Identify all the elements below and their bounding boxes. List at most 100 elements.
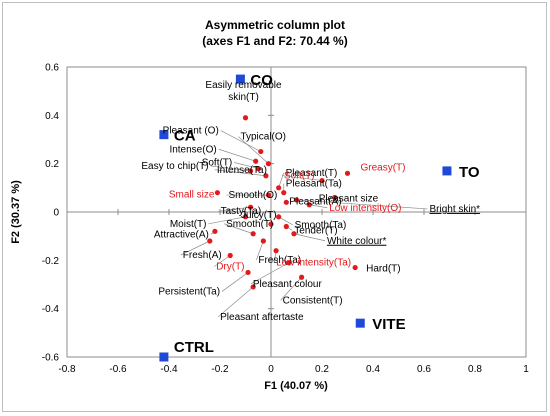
y-tick-label: 0 [53, 208, 59, 219]
attribute-point [255, 165, 261, 172]
product-point [442, 166, 452, 176]
attribute-label: Easy to chip(T) [141, 161, 208, 172]
attribute-label-line: Easily removable [205, 80, 282, 91]
attribute-label: Persistent(Ta) [158, 286, 220, 297]
attribute-label: Smooth(Ta) [295, 220, 347, 231]
attribute-point [245, 269, 251, 276]
product-label: VITE [372, 316, 405, 333]
attribute-leader-line [278, 216, 293, 226]
product-label: CA [174, 128, 196, 145]
data-labels: Easily removable skin(T) Pleasant (O) Typic… [141, 72, 480, 356]
attribute-point [214, 190, 221, 196]
attribute-point [265, 192, 272, 198]
attribute-point [268, 221, 274, 227]
attribute-leader-line [309, 204, 328, 209]
chart-subtitle: (axes F1 and F2: 70.44 %) [202, 34, 348, 48]
x-tick-label: 0.6 [417, 364, 431, 375]
attribute-label: Smooth(O) [228, 190, 277, 201]
attribute-leader-line [214, 255, 231, 267]
attribute-label: Tender(T) [294, 226, 337, 237]
chart-frame [2, 2, 547, 412]
chart-title: Asymmetric column plot (axes F1 and F2: … [0, 17, 550, 49]
attribute-leader-line [281, 175, 323, 181]
attribute-leader-line [214, 169, 266, 177]
attribute-point [212, 228, 218, 234]
x-tick-label: 0 [268, 364, 274, 375]
attribute-label: Soft(T) [202, 158, 233, 169]
x-tick-label: -0.6 [109, 364, 127, 375]
attribute-label: Typical(O) [240, 132, 286, 143]
attribute-label: Bright skin* [430, 204, 481, 215]
attribute-point [242, 115, 249, 121]
product-point [355, 318, 365, 328]
attribute-point [352, 264, 358, 271]
attribute-label: Soft(T) [284, 171, 315, 182]
attribute-point [276, 214, 282, 220]
product-point [159, 130, 169, 140]
attribute-point [283, 223, 289, 230]
attribute-label: Greasy(T) [361, 162, 406, 173]
attribute-point [291, 231, 297, 237]
attribute-label: Easily removable skin(T) [205, 80, 282, 103]
attribute-leader-line [180, 240, 210, 256]
x-tick-label: -0.4 [160, 364, 178, 375]
attribute-leader-line [293, 233, 326, 242]
attribute-point [286, 260, 292, 266]
x-tick-label: -0.8 [58, 364, 76, 375]
attribute-point [273, 248, 279, 254]
attribute-label: Hard(T) [366, 264, 400, 275]
attribute-label: Low intensity(Ta) [276, 258, 351, 269]
attribute-label: Pleasant size [319, 194, 379, 205]
attribute-label: Intense(Ta) [217, 165, 267, 176]
y-tick-label: -0.4 [42, 304, 60, 315]
attribute-point [250, 231, 256, 237]
attribute-label: Smooth(T) [226, 219, 273, 230]
attribute-leader-line [256, 240, 264, 261]
attribute-leader-line [250, 262, 290, 285]
y-tick-label: -0.6 [42, 353, 60, 364]
x-tick-label: -0.2 [211, 364, 229, 375]
attribute-leader-line [296, 199, 428, 210]
attribute-point [258, 148, 264, 155]
attribute-label: Small size [169, 190, 215, 201]
attribute-leader-line [210, 165, 251, 172]
attribute-label: Juicy(T) [241, 210, 277, 221]
attribute-leader-line [208, 216, 246, 225]
attribute-label: White colour* [327, 236, 387, 247]
y-tick-label: 0.6 [45, 63, 59, 74]
attribute-point [263, 173, 269, 179]
attribute-label: Intense(O) [169, 144, 216, 155]
attribute-label: Fresh(A) [183, 250, 222, 261]
y-tick-label: 0.2 [45, 159, 59, 170]
product-label: CO [250, 72, 273, 89]
attribute-point [332, 194, 338, 201]
axes: -0.8 -0.6 -0.4 -0.2 0 0.2 0.4 0.6 0.8 1-0.6-0.4-0… [42, 63, 529, 376]
product-label: TO [459, 164, 480, 181]
attribute-label: Pleasant colour [253, 279, 323, 290]
product-point [159, 352, 169, 362]
label-leader-lines [180, 130, 428, 318]
attribute-point [281, 190, 287, 196]
attribute-label: Pleasant(T) [286, 168, 338, 179]
attribute-point [319, 177, 325, 184]
attribute-label: Pleasant aftertaste [220, 312, 304, 323]
attribute-label: Attractive(A) [154, 229, 209, 240]
attribute-point [242, 214, 249, 220]
attribute-point [299, 274, 305, 280]
attribute-label: Dry(T) [216, 262, 244, 273]
attribute-label: Fresh(Ta) [258, 255, 301, 266]
chart-title-main: Asymmetric column plot [204, 18, 346, 32]
attribute-point [306, 202, 312, 208]
x-tick-label: 0.2 [315, 364, 329, 375]
attribute-point [248, 204, 254, 210]
x-tick-label: 0.4 [366, 364, 380, 375]
attribute-label: Pleasant(A) [289, 196, 341, 207]
attribute-point [227, 252, 233, 259]
attribute-label: Tasty(Ta) [221, 206, 262, 217]
x-tick-label: 0.8 [468, 364, 482, 375]
data-marks [159, 74, 452, 362]
x-tick-label: 1 [523, 364, 529, 375]
attribute-point [248, 168, 254, 174]
attribute-leader-line [218, 206, 251, 212]
